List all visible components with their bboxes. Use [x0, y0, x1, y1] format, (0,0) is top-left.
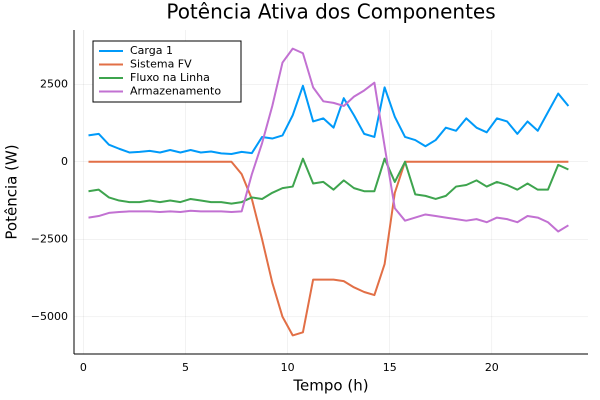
- series-line: [88, 84, 570, 156]
- x-axis-label: Tempo (h): [292, 377, 368, 395]
- legend-label: Carga 1: [130, 44, 173, 57]
- legend-label: Fluxo na Linha: [130, 71, 210, 84]
- x-tick-label: 15: [383, 361, 397, 374]
- y-tick-label: 2500: [40, 77, 68, 90]
- x-tick-label: 0: [80, 361, 87, 374]
- x-tick-label: 10: [281, 361, 295, 374]
- x-tick-label: 20: [485, 361, 499, 374]
- legend-label: Armazenamento: [130, 85, 221, 98]
- chart-title: Potência Ativa dos Componentes: [166, 0, 495, 24]
- series-line: [88, 47, 569, 233]
- series-line: [88, 157, 569, 205]
- y-tick-label: 0: [61, 155, 68, 168]
- x-tick-label: 5: [182, 361, 189, 374]
- y-tick-label: −2500: [31, 232, 68, 245]
- legend-label: Sistema FV: [130, 58, 192, 71]
- series-line: [88, 160, 569, 337]
- y-tick-label: −5000: [31, 310, 68, 323]
- y-axis-label: Potência (W): [3, 144, 21, 239]
